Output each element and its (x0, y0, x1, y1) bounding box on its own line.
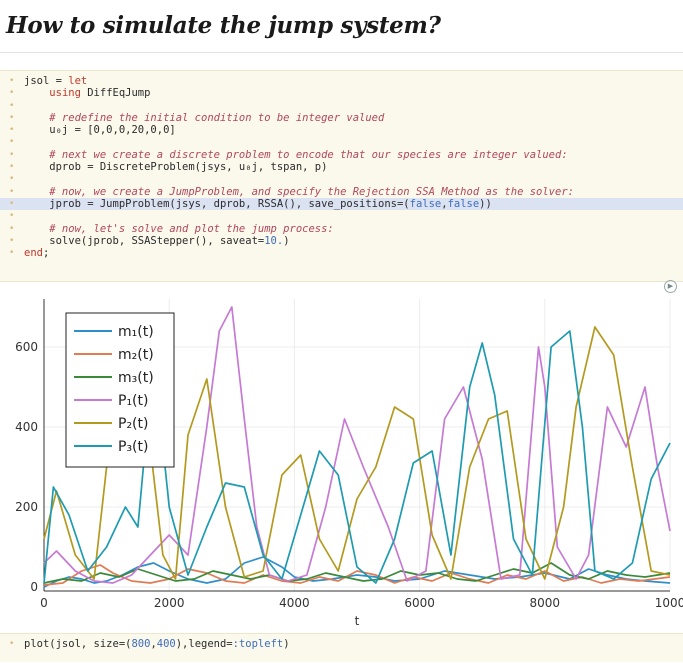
code-token: ) (283, 638, 290, 650)
legend-label: P₃(t) (118, 439, 148, 455)
legend-box (65, 312, 175, 468)
code-line[interactable]: • u₀j = [0,0,0,20,0,0] (0, 124, 683, 136)
legend-label: P₁(t) (118, 393, 148, 409)
plot-code-line[interactable]: • plot(jsol, size=(800,400),legend=:tople… (9, 638, 290, 650)
code-editor[interactable]: • jsol = let • using DiffEqJump • • # redefi… (0, 71, 683, 259)
x-axis-label: t (355, 614, 360, 628)
code-token: let (68, 75, 88, 87)
code-token: false (409, 197, 442, 210)
code-token: ) (283, 234, 290, 247)
line-gutter-dot: • (9, 174, 15, 185)
code-line[interactable]: • # now, we create a JumpProblem, and sp… (0, 186, 683, 198)
series-line-2 (43, 562, 671, 584)
line-gutter-dot: • (9, 162, 15, 173)
code-token: 400 (156, 638, 176, 650)
line-gutter-dot: • (9, 186, 15, 197)
code-line[interactable]: • # redefine the initial condition to be… (0, 112, 683, 124)
x-tick-label: 8000 (530, 596, 561, 610)
code-token: DiffEqJump (80, 87, 151, 100)
x-tick-label: 6000 (404, 596, 435, 610)
code-token: solve(jprob, SSAStepper(), saveat= (24, 234, 265, 247)
legend-label: P₂(t) (118, 416, 148, 432)
line-gutter-dot: • (9, 235, 15, 246)
x-tick-label: 1000 (655, 596, 683, 610)
code-token: jsol = (24, 75, 69, 87)
code-line[interactable]: • (0, 210, 683, 222)
line-gutter-dot: • (9, 88, 15, 99)
code-token: false (447, 197, 480, 210)
divider (0, 52, 683, 53)
legend-label: m₂(t) (118, 347, 154, 363)
code-token: u₀j = [0,0,0,20,0,0] (24, 124, 176, 137)
line-gutter-dot: • (9, 112, 15, 123)
code-token: using (49, 87, 81, 100)
code-line[interactable]: • (0, 100, 683, 112)
code-line[interactable]: • # next we create a discrete problem to… (0, 149, 683, 161)
code-token: # next we create a discrete problem to e… (24, 148, 568, 161)
legend-label: m₁(t) (118, 324, 154, 340)
y-tick-label: 0 (30, 580, 38, 594)
code-line[interactable]: • solve(jprob, SSAStepper(), saveat=10.) (0, 235, 683, 247)
line-gutter-dot: • (9, 223, 15, 234)
code-token: ; (42, 247, 50, 260)
code-line[interactable]: • (0, 136, 683, 148)
code-token: , (150, 638, 157, 650)
code-token: )) (479, 197, 492, 210)
code-line[interactable]: • jsol = let (0, 75, 683, 87)
code-token: # redefine the initial condition to be i… (24, 111, 385, 124)
code-line[interactable]: • (0, 173, 683, 185)
legend-label: m₃(t) (118, 370, 154, 386)
jump-process-chart: 0 2000 4000 6000 8000 10000200400600tm₁(t)m₂(… (15, 299, 683, 628)
code-cell[interactable]: • jsol = let • using DiffEqJump • • # redefi… (0, 70, 683, 282)
line-gutter-dot: • (9, 100, 15, 111)
x-tick-label: 2000 (154, 596, 185, 610)
code-token: 10. (264, 234, 284, 247)
code-line[interactable]: • dprob = DiscreteProblem(jsys, u₀j, tsp… (0, 161, 683, 173)
line-gutter-dot: • (9, 211, 15, 222)
line-gutter-dot: • (9, 125, 15, 136)
code-token: dprob = DiscreteProblem(jsys, u₀j, tspan… (24, 161, 328, 174)
line-gutter-dot: • (9, 198, 15, 209)
code-token: # now, we create a JumpProblem, and spec… (24, 185, 574, 198)
code-line[interactable]: • # now, let's solve and plot the jump p… (0, 223, 683, 235)
code-token (24, 87, 49, 99)
line-gutter-dot: • (9, 76, 15, 86)
series-line-5 (43, 330, 671, 584)
y-tick-label: 600 (15, 340, 38, 354)
y-tick-label: 200 (15, 500, 38, 514)
code-token: 800 (131, 638, 151, 650)
x-tick-label: 4000 (279, 596, 310, 610)
line-gutter-dot: • (9, 248, 15, 259)
line-gutter-dot: • (9, 149, 15, 160)
run-cell-icon[interactable]: ▶ (664, 280, 677, 293)
series-line-3 (43, 306, 671, 584)
page-title: How to simulate the jump system? (6, 12, 441, 39)
x-tick-label: 0 (40, 596, 48, 610)
plot-code-cell[interactable]: • plot(jsol, size=(800,400),legend=:tople… (0, 633, 683, 662)
code-line[interactable]: • end; (0, 247, 683, 259)
code-token: ),legend= (175, 638, 233, 650)
code-line[interactable]: • jprob = JumpProblem(jsys, dprob, RSSA(… (0, 197, 683, 211)
code-token: jprob = JumpProblem(jsys, dprob, RSSA(),… (24, 197, 410, 210)
code-token: # now, let's solve and plot the jump pro… (24, 222, 334, 235)
code-token: :topleft (232, 638, 284, 650)
code-token: end (24, 247, 43, 260)
line-gutter-dot: • (9, 137, 15, 148)
plot-output: 0 2000 4000 6000 8000 1000 0 200 400 600 t m₁(t) m₂(… (0, 291, 683, 630)
code-line[interactable]: • using DiffEqJump (0, 87, 683, 99)
series-line-1 (43, 564, 671, 586)
code-token: plot(jsol, size=( (24, 638, 132, 650)
code-token: , (441, 197, 448, 210)
y-tick-label: 400 (15, 420, 38, 434)
